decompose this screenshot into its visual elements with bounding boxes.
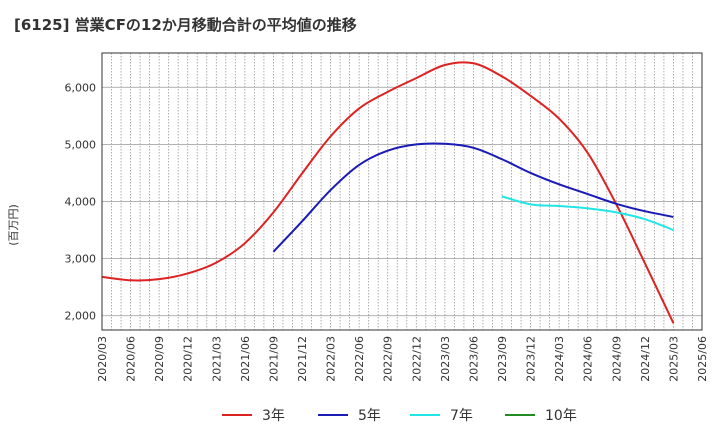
legend-label: 5年 bbox=[358, 408, 381, 424]
legend-label: 10年 bbox=[545, 408, 577, 424]
x-tick-label: 2020/03 bbox=[96, 336, 109, 382]
legend-label: 3年 bbox=[262, 408, 285, 424]
x-tick-label: 2024/06 bbox=[582, 336, 595, 382]
series-line-3年 bbox=[101, 61, 675, 324]
x-tick-label: 2021/06 bbox=[239, 336, 252, 382]
plot-frame bbox=[101, 52, 703, 331]
x-tick-label: 2025/03 bbox=[667, 336, 680, 382]
x-tick-label: 2021/09 bbox=[267, 336, 280, 382]
legend: 3年 5年 7年 10年 bbox=[222, 408, 577, 424]
x-tick-label: 2024/03 bbox=[553, 336, 566, 382]
y-tick-label: 3,000 bbox=[65, 253, 97, 266]
x-tick-label: 2022/09 bbox=[382, 336, 395, 382]
x-tick-label: 2023/06 bbox=[467, 336, 480, 382]
x-tick-label: 2020/12 bbox=[182, 336, 195, 382]
series-line-7年 bbox=[501, 195, 674, 231]
x-tick-label: 2023/03 bbox=[439, 336, 452, 382]
x-tick-label: 2024/12 bbox=[639, 336, 652, 382]
x-tick-label: 2020/06 bbox=[125, 336, 138, 382]
y-tick-label: 6,000 bbox=[65, 81, 97, 94]
x-tick-label: 2020/09 bbox=[153, 336, 166, 382]
grid bbox=[102, 53, 702, 330]
x-tick-label: 2021/03 bbox=[210, 336, 223, 382]
series-line-5年 bbox=[272, 142, 674, 253]
y-tick-label: 5,000 bbox=[65, 138, 97, 151]
x-tick-label: 2022/06 bbox=[353, 336, 366, 382]
y-tick-labels: 2,000 3,000 4,000 5,000 6,000 bbox=[65, 81, 97, 322]
x-tick-label: 2021/12 bbox=[296, 336, 309, 382]
x-tick-label: 2023/12 bbox=[525, 336, 538, 382]
legend-label: 7年 bbox=[450, 408, 473, 424]
x-tick-label: 2022/12 bbox=[410, 336, 423, 382]
x-tick-labels: 2020/03 2020/06 2020/09 2020/12 2021/03 2021/… bbox=[96, 336, 709, 382]
series-lines bbox=[101, 61, 675, 324]
chart-title: [6125] 営業CFの12か月移動合計の平均値の推移 bbox=[14, 16, 357, 34]
y-tick-label: 4,000 bbox=[65, 195, 97, 208]
x-tick-label: 2023/09 bbox=[496, 336, 509, 382]
x-tick-label: 2022/03 bbox=[325, 336, 338, 382]
y-tick-label: 2,000 bbox=[65, 310, 97, 323]
x-tick-label: 2024/09 bbox=[610, 336, 623, 382]
x-tick-label: 2025/06 bbox=[696, 336, 709, 382]
